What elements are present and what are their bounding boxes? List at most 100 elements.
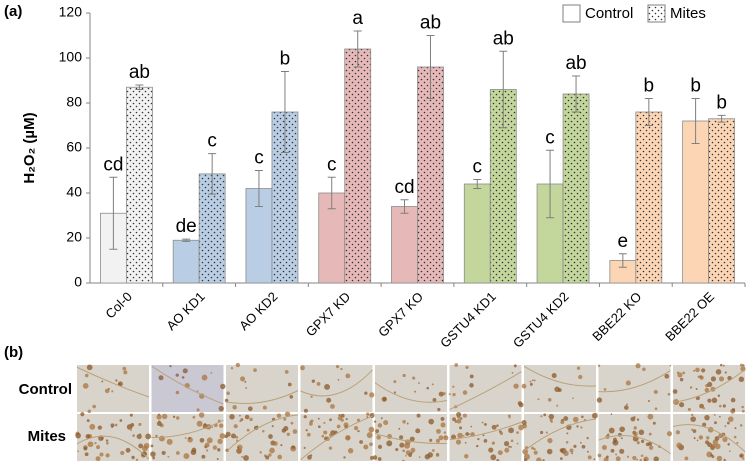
stain [620, 437, 623, 440]
stain [706, 436, 710, 440]
stain [456, 414, 461, 419]
stain [323, 430, 328, 435]
stain [366, 416, 369, 418]
stain [402, 449, 406, 453]
stain [237, 446, 240, 449]
stain [511, 372, 514, 374]
stain [711, 443, 716, 449]
stain [722, 364, 725, 367]
stain [416, 413, 421, 418]
error-bar [182, 238, 191, 242]
stain [138, 443, 144, 449]
leaf-photo [151, 365, 226, 412]
stain [672, 389, 678, 394]
stain [417, 382, 420, 385]
significance-letter: cd [103, 154, 123, 175]
error-bar [618, 253, 627, 268]
stain [533, 448, 536, 451]
stain [693, 369, 696, 372]
leaf-vein [672, 424, 746, 453]
stain [504, 447, 510, 453]
stain [97, 425, 103, 430]
stain [311, 379, 316, 383]
stain [571, 452, 574, 455]
stain [175, 451, 180, 455]
leaf-photo [224, 362, 299, 412]
stain [607, 433, 610, 436]
leaf-vein [598, 370, 671, 393]
stain [677, 372, 683, 378]
stain [283, 417, 287, 421]
stain [326, 397, 332, 403]
stain [343, 456, 346, 459]
stain [719, 415, 721, 418]
stain [625, 380, 631, 386]
stain [636, 458, 639, 461]
error-bar [400, 199, 409, 214]
stain [701, 368, 706, 373]
leaf-photo [374, 365, 448, 412]
stain [382, 396, 387, 402]
leaf-photo [596, 363, 672, 412]
stain [232, 404, 237, 410]
stain [429, 438, 433, 442]
stain [375, 429, 380, 434]
stain [182, 368, 188, 374]
stain [199, 393, 205, 399]
error-bar [572, 75, 581, 113]
stain [418, 456, 421, 458]
stain [448, 393, 451, 396]
leaf-vein [225, 390, 299, 405]
error-bar [109, 176, 118, 250]
stain [356, 418, 361, 422]
error-bar [717, 114, 726, 123]
stain [578, 374, 583, 380]
stain [704, 414, 710, 421]
stain [85, 434, 90, 439]
stain [556, 404, 559, 407]
stain [300, 365, 305, 371]
stain [707, 398, 712, 403]
stain [728, 450, 731, 453]
stain [92, 404, 97, 409]
stain [603, 388, 607, 391]
stain [714, 421, 717, 425]
legend-label: Control [585, 5, 633, 22]
stain [246, 428, 250, 432]
stain [230, 433, 237, 439]
stain [676, 442, 683, 449]
stain [366, 412, 370, 416]
stain [198, 412, 205, 418]
stain [435, 438, 440, 443]
legend-swatch [647, 4, 666, 23]
stain [237, 449, 240, 452]
leaf-photo [597, 413, 673, 461]
stain [462, 434, 465, 437]
y-tick-label: 100 [59, 49, 83, 65]
bar [172, 239, 200, 284]
error-bar [353, 30, 362, 68]
stain [457, 432, 463, 439]
stain [241, 456, 243, 458]
stain [639, 458, 642, 461]
stain [303, 446, 306, 450]
error-bar [473, 179, 482, 189]
stain [196, 390, 199, 392]
stain [702, 407, 706, 410]
stain [642, 367, 646, 372]
stain [286, 432, 290, 436]
error-bar [254, 170, 263, 207]
stain [545, 431, 548, 434]
leaf-photo [300, 412, 375, 461]
stain [244, 414, 250, 420]
stain [316, 381, 321, 386]
error-bar [691, 98, 700, 144]
stain [724, 425, 727, 428]
stain [711, 455, 715, 459]
stain [328, 446, 333, 450]
stain [691, 428, 694, 431]
stain [518, 402, 524, 408]
stain [206, 437, 213, 444]
stain [573, 444, 577, 448]
stain [262, 405, 267, 410]
